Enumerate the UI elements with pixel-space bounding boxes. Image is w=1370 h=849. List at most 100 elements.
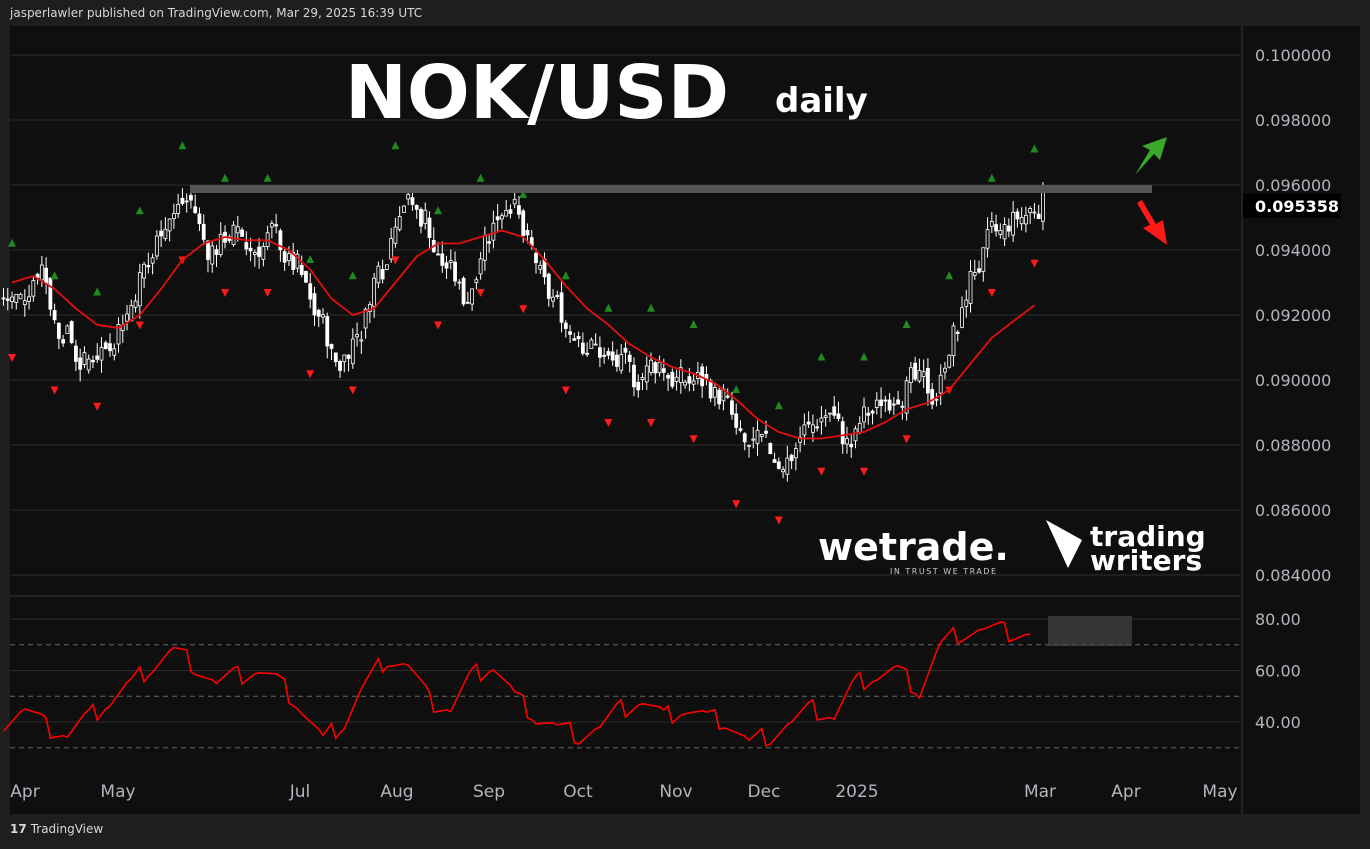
candle-body <box>142 263 146 279</box>
candle-body <box>653 362 658 374</box>
candle-body <box>18 293 23 300</box>
candle-body <box>904 380 909 414</box>
candle-body <box>316 309 321 317</box>
price-tick-label: 0.084000 <box>1255 566 1331 585</box>
time-tick-label: May <box>100 782 135 802</box>
candle-body <box>363 308 368 329</box>
candle-body <box>759 434 764 437</box>
candle-body <box>674 376 679 382</box>
candle-body <box>389 238 394 260</box>
candle-body <box>44 267 48 284</box>
trading-writers-logo-line2: writers <box>1090 544 1202 577</box>
candle-body <box>802 424 807 436</box>
candle-body <box>734 413 739 428</box>
fractal-down-icon <box>689 435 698 444</box>
candle-body <box>27 296 31 302</box>
price-tick-label: 0.096000 <box>1255 176 1331 195</box>
candle-body <box>934 398 939 401</box>
candle-body <box>517 205 521 215</box>
candle-body <box>589 339 594 349</box>
candle-body <box>240 229 244 237</box>
candle-body <box>806 421 811 425</box>
candle-body <box>908 367 913 383</box>
candle-body <box>789 454 794 462</box>
rsi-tick-label: 60.00 <box>1255 662 1301 681</box>
candle-body <box>206 240 210 260</box>
candle-body <box>1019 217 1024 225</box>
candle-body <box>252 252 257 255</box>
price-tick-label: 0.100000 <box>1255 46 1331 65</box>
candle-body <box>282 251 287 263</box>
candle-body <box>31 280 36 297</box>
candle-body <box>163 228 168 239</box>
fractal-down-icon <box>817 467 826 476</box>
candle-body <box>291 252 296 270</box>
time-tick-label: Apr <box>1111 782 1140 802</box>
candle-body <box>776 461 781 469</box>
candle-body <box>828 412 832 415</box>
fractal-down-icon <box>604 419 613 427</box>
candle-body <box>261 246 266 260</box>
candle-body <box>649 359 653 373</box>
candle-body <box>972 272 977 276</box>
candle-body <box>644 365 649 383</box>
candle-body <box>955 331 960 334</box>
candle-body <box>870 410 875 414</box>
candle-body <box>670 371 675 387</box>
candle-body <box>167 218 172 232</box>
candle-body <box>1028 208 1033 214</box>
rsi-tick-label: 40.00 <box>1255 713 1301 732</box>
candle-body <box>508 209 513 214</box>
fractal-down-icon <box>8 354 16 362</box>
candle-body <box>457 281 462 284</box>
candle-body <box>546 273 551 299</box>
candle-body <box>461 277 466 305</box>
candle-body <box>636 381 641 391</box>
candle-body <box>414 205 419 210</box>
candle-body <box>977 268 981 273</box>
candle-body <box>406 193 411 200</box>
candle-body <box>666 374 670 379</box>
fractal-up-icon <box>945 271 954 280</box>
candle-body <box>146 265 151 268</box>
candle-body <box>610 351 615 361</box>
candle-body <box>951 325 956 357</box>
candle-body <box>968 271 973 304</box>
price-tick-label: 0.098000 <box>1255 111 1331 130</box>
candle-body <box>926 367 930 394</box>
time-tick-label: May <box>1202 782 1237 802</box>
rsi-overbought-highlight <box>1048 616 1132 646</box>
candle-body <box>278 230 283 251</box>
fractal-down-icon <box>263 289 272 297</box>
fractal-down-icon <box>774 516 783 525</box>
candle-body <box>857 422 862 433</box>
candle-body <box>555 295 560 297</box>
fractal-up-icon <box>391 141 400 150</box>
candle-body <box>436 253 440 256</box>
down-arrow-icon <box>1137 200 1167 245</box>
candle-body <box>874 399 879 408</box>
candle-body <box>781 469 785 473</box>
fractal-up-icon <box>732 385 741 393</box>
candle-body <box>981 247 986 272</box>
candle-body <box>86 358 91 371</box>
fractal-up-icon <box>519 190 528 198</box>
candle-body <box>478 258 483 275</box>
candle-body <box>333 352 338 363</box>
candle-body <box>538 264 543 270</box>
candle-body <box>402 205 406 213</box>
fractal-down-icon <box>306 370 315 379</box>
fractal-up-icon <box>774 401 783 410</box>
candle-body <box>295 253 300 269</box>
candle-body <box>56 322 61 339</box>
candle-body <box>218 233 223 255</box>
candle-body <box>751 438 756 441</box>
candle-body <box>61 339 66 344</box>
candle-body <box>551 296 555 302</box>
fractal-down-icon <box>93 402 102 411</box>
chart-frame[interactable] <box>10 26 1360 814</box>
candle-body <box>862 406 866 423</box>
candle-body <box>887 399 892 411</box>
candle-body <box>730 400 734 415</box>
